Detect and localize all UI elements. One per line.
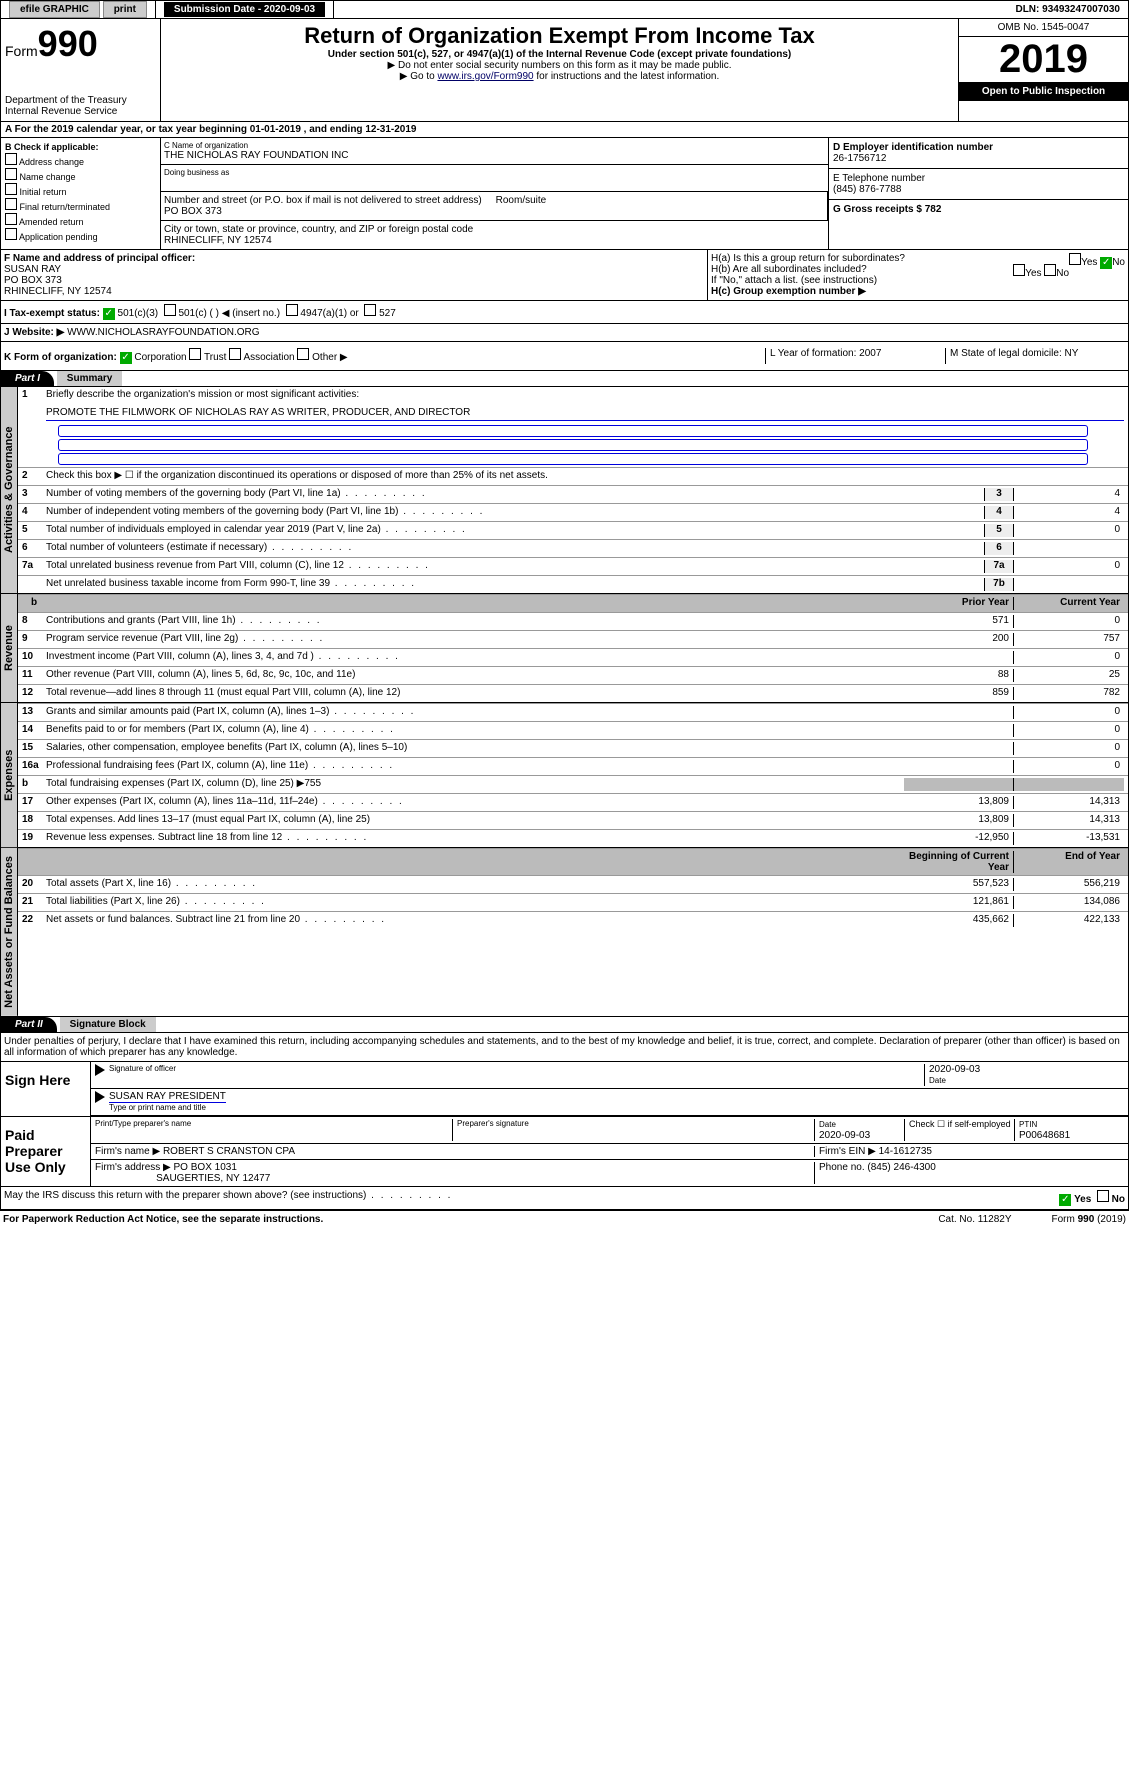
org-name: THE NICHOLAS RAY FOUNDATION INC [164,150,825,161]
sign-date: 2020-09-03 [929,1064,980,1075]
org-address: PO BOX 373 [164,206,824,217]
form-number: 990 [38,23,98,64]
form-label: Form [5,43,38,59]
firm-ein: 14-1612735 [879,1146,932,1157]
discuss-question: May the IRS discuss this return with the… [4,1190,452,1206]
firm-phone: (845) 246-4300 [867,1162,935,1173]
year-formation: L Year of formation: 2007 [765,348,945,364]
state-domicile: M State of legal domicile: NY [945,348,1125,364]
expenses-tab: Expenses [1,703,18,847]
final-return-checkbox[interactable] [5,198,17,210]
netassets-tab: Net Assets or Fund Balances [1,848,18,1016]
open-to-public: Open to Public Inspection [959,82,1128,101]
dba-label: Doing business as [164,168,825,177]
gross-receipts: G Gross receipts $ 782 [833,204,941,215]
phone-label: E Telephone number [833,173,925,184]
discuss-yes[interactable]: ✓ [1059,1194,1071,1206]
4947-checkbox[interactable] [286,304,298,316]
form-footer: Form 990 (2019) [1052,1214,1126,1225]
check-if-applicable: B Check if applicable: Address change Na… [1,138,161,249]
org-city: RHINECLIFF, NY 12574 [164,235,825,246]
sign-here-label: Sign Here [1,1062,91,1116]
revenue-tab: Revenue [1,594,18,702]
website-url: WWW.NICHOLASRAYFOUNDATION.ORG [67,327,259,338]
ha-no[interactable]: ✓ [1100,257,1112,269]
perjury-statement: Under penalties of perjury, I declare th… [0,1033,1129,1062]
form-subtitle: Under section 501(c), 527, or 4947(a)(1)… [165,49,954,60]
paperwork-notice: For Paperwork Reduction Act Notice, see … [3,1214,323,1225]
cat-number: Cat. No. 11282Y [938,1214,1011,1225]
governance-tab: Activities & Governance [1,387,18,593]
mission-text: PROMOTE THE FILMWORK OF NICHOLAS RAY AS … [46,407,1124,421]
501c3-checkbox[interactable]: ✓ [103,308,115,320]
name-change-checkbox[interactable] [5,168,17,180]
tax-year: 2019 [959,37,1128,82]
501c-checkbox[interactable] [164,304,176,316]
omb-number: OMB No. 1545-0047 [959,19,1128,37]
efile-topbar: efile GRAPHIC print Submission Date - 20… [0,0,1129,19]
dln-number: DLN: 93493247007030 [1007,1,1128,18]
officer-name-title: SUSAN RAY PRESIDENT [109,1091,226,1103]
org-name-label: C Name of organization [164,141,825,150]
part1-header: Part I [1,371,54,386]
address-change-checkbox[interactable] [5,153,17,165]
print-button[interactable]: print [103,1,147,18]
ptin: P00648681 [1019,1130,1070,1141]
part2-header: Part II [1,1017,57,1032]
dept-treasury: Department of the Treasury Internal Reve… [5,95,156,117]
arrow-icon [95,1091,105,1103]
form-header: Form990 Department of the Treasury Inter… [0,19,1129,122]
initial-return-checkbox[interactable] [5,183,17,195]
ha-yes[interactable] [1069,253,1081,265]
part1-title: Summary [57,371,123,386]
tax-year-range: A For the 2019 calendar year, or tax yea… [0,122,1129,138]
amended-return-checkbox[interactable] [5,213,17,225]
hb-no[interactable] [1044,264,1056,276]
phone-value: (845) 876-7788 [833,184,901,195]
efile-button[interactable]: efile GRAPHIC [9,1,100,18]
hb-yes[interactable] [1013,264,1025,276]
arrow-icon [95,1064,105,1076]
part2-title: Signature Block [60,1017,156,1032]
form-title: Return of Organization Exempt From Incom… [165,23,954,49]
application-pending-checkbox[interactable] [5,228,17,240]
paid-preparer-label: Paid Preparer Use Only [1,1117,91,1186]
firm-name: ROBERT S CRANSTON CPA [163,1146,295,1157]
officer-name: SUSAN RAY [4,264,61,275]
note-ssn: ▶ Do not enter social security numbers o… [165,60,954,71]
corp-checkbox[interactable]: ✓ [120,352,132,364]
discuss-no[interactable] [1097,1190,1109,1202]
firm-address: PO BOX 1031 [174,1162,237,1173]
submission-date: Submission Date - 2020-09-03 [164,2,325,17]
ein-label: D Employer identification number [833,142,993,153]
527-checkbox[interactable] [364,304,376,316]
instructions-link[interactable]: www.irs.gov/Form990 [437,71,533,82]
ein-value: 26-1756712 [833,153,886,164]
